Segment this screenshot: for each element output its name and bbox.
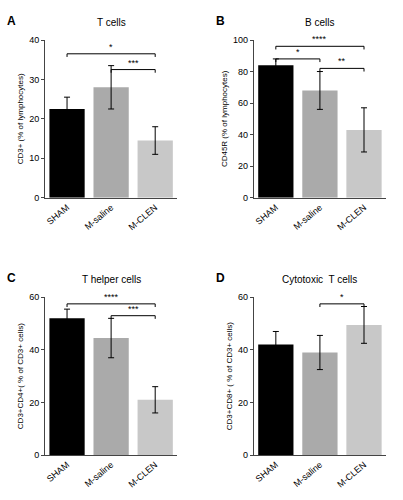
svg-text:40: 40 [29,345,39,355]
svg-text:M-saline: M-saline [83,202,115,232]
svg-text:CD3+ (% of lymphocytes): CD3+ (% of lymphocytes) [16,73,25,164]
svg-text:CD3+CD8+ ( % of CD3+ cells): CD3+CD8+ ( % of CD3+ cells) [225,322,234,431]
svg-text:CD3+CD4+( % of CD3+ cells): CD3+CD4+( % of CD3+ cells) [16,323,25,429]
svg-text:80: 80 [238,67,248,77]
svg-text:M-CLEN: M-CLEN [335,202,368,232]
svg-text:30: 30 [29,75,39,85]
svg-text:M-saline: M-saline [292,460,324,490]
svg-text:SHAM: SHAM [45,460,71,484]
svg-text:B cells: B cells [305,17,334,28]
svg-text:****: **** [312,34,327,44]
svg-text:Cytotoxic T cells: Cytotoxic T cells [282,274,357,285]
svg-text:40: 40 [238,345,248,355]
svg-text:SHAM: SHAM [254,202,280,226]
svg-text:20: 20 [29,114,39,124]
svg-text:*: * [296,47,300,57]
svg-text:0: 0 [243,193,248,203]
svg-text:M-saline: M-saline [292,202,324,232]
svg-text:20: 20 [238,161,248,171]
svg-text:0: 0 [34,193,39,203]
svg-text:SHAM: SHAM [45,202,71,226]
svg-text:0: 0 [34,450,39,460]
svg-text:*: * [109,42,113,52]
svg-text:20: 20 [238,398,248,408]
svg-text:100: 100 [233,35,248,45]
svg-text:**: ** [338,56,346,66]
svg-text:****: **** [104,292,119,302]
svg-text:A: A [7,14,16,28]
svg-text:***: *** [128,58,139,68]
svg-text:M-saline: M-saline [83,460,115,490]
svg-text:***: *** [128,304,139,314]
svg-text:*: * [340,292,344,302]
svg-text:60: 60 [29,292,39,302]
svg-text:T helper cells: T helper cells [82,274,141,285]
svg-text:40: 40 [29,35,39,45]
svg-text:0: 0 [243,450,248,460]
svg-text:M-CLEN: M-CLEN [127,460,160,490]
svg-text:40: 40 [238,130,248,140]
svg-text:60: 60 [238,98,248,108]
svg-text:60: 60 [238,292,248,302]
svg-text:C: C [7,271,16,285]
svg-text:SHAM: SHAM [254,460,280,484]
svg-text:M-CLEN: M-CLEN [335,460,368,490]
svg-text:B: B [216,14,225,28]
svg-text:T cells: T cells [97,17,126,28]
svg-text:10: 10 [29,153,39,163]
svg-text:M-CLEN: M-CLEN [127,202,160,232]
svg-text:CD45R (% of lymphocytes): CD45R (% of lymphocytes) [220,70,229,167]
svg-text:D: D [216,271,225,285]
svg-text:20: 20 [29,398,39,408]
